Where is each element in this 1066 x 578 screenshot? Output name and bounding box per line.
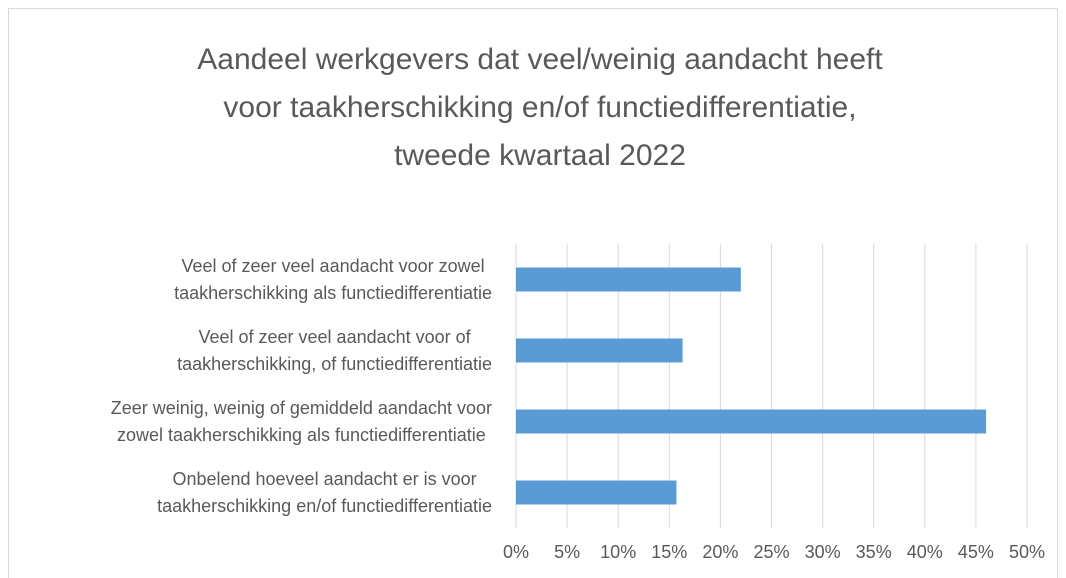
x-tick-label: 15% <box>651 542 688 562</box>
x-tick-label: 5% <box>554 542 581 562</box>
chart-frame <box>8 8 1058 578</box>
x-tick-label: 10% <box>600 542 637 562</box>
bar <box>516 338 683 363</box>
x-tick-label: 40% <box>906 542 943 562</box>
x-tick-label: 20% <box>702 542 739 562</box>
y-tick-label: Zeer weinig, weinig of gemiddeld aandach… <box>110 397 492 445</box>
x-tick-label: 45% <box>957 542 994 562</box>
y-tick-label: Veel of zeer veel aandacht voor zowel ta… <box>174 255 492 303</box>
x-tick-label: 35% <box>855 542 892 562</box>
y-tick-label: Veel of zeer veel aandacht voor of taakh… <box>177 326 492 374</box>
bar <box>516 409 987 434</box>
chart-title: Aandeel werkgevers dat veel/weinig aanda… <box>197 43 883 172</box>
x-tick-label: 50% <box>1008 542 1046 562</box>
y-tick-label: Onbelend hoeveel aandacht er is voor taa… <box>157 468 492 516</box>
x-tick-label: 0% <box>502 542 530 562</box>
x-tick-label: 25% <box>753 542 790 562</box>
bar <box>516 267 741 292</box>
x-tick-label: 30% <box>804 542 841 562</box>
bar <box>516 480 677 505</box>
